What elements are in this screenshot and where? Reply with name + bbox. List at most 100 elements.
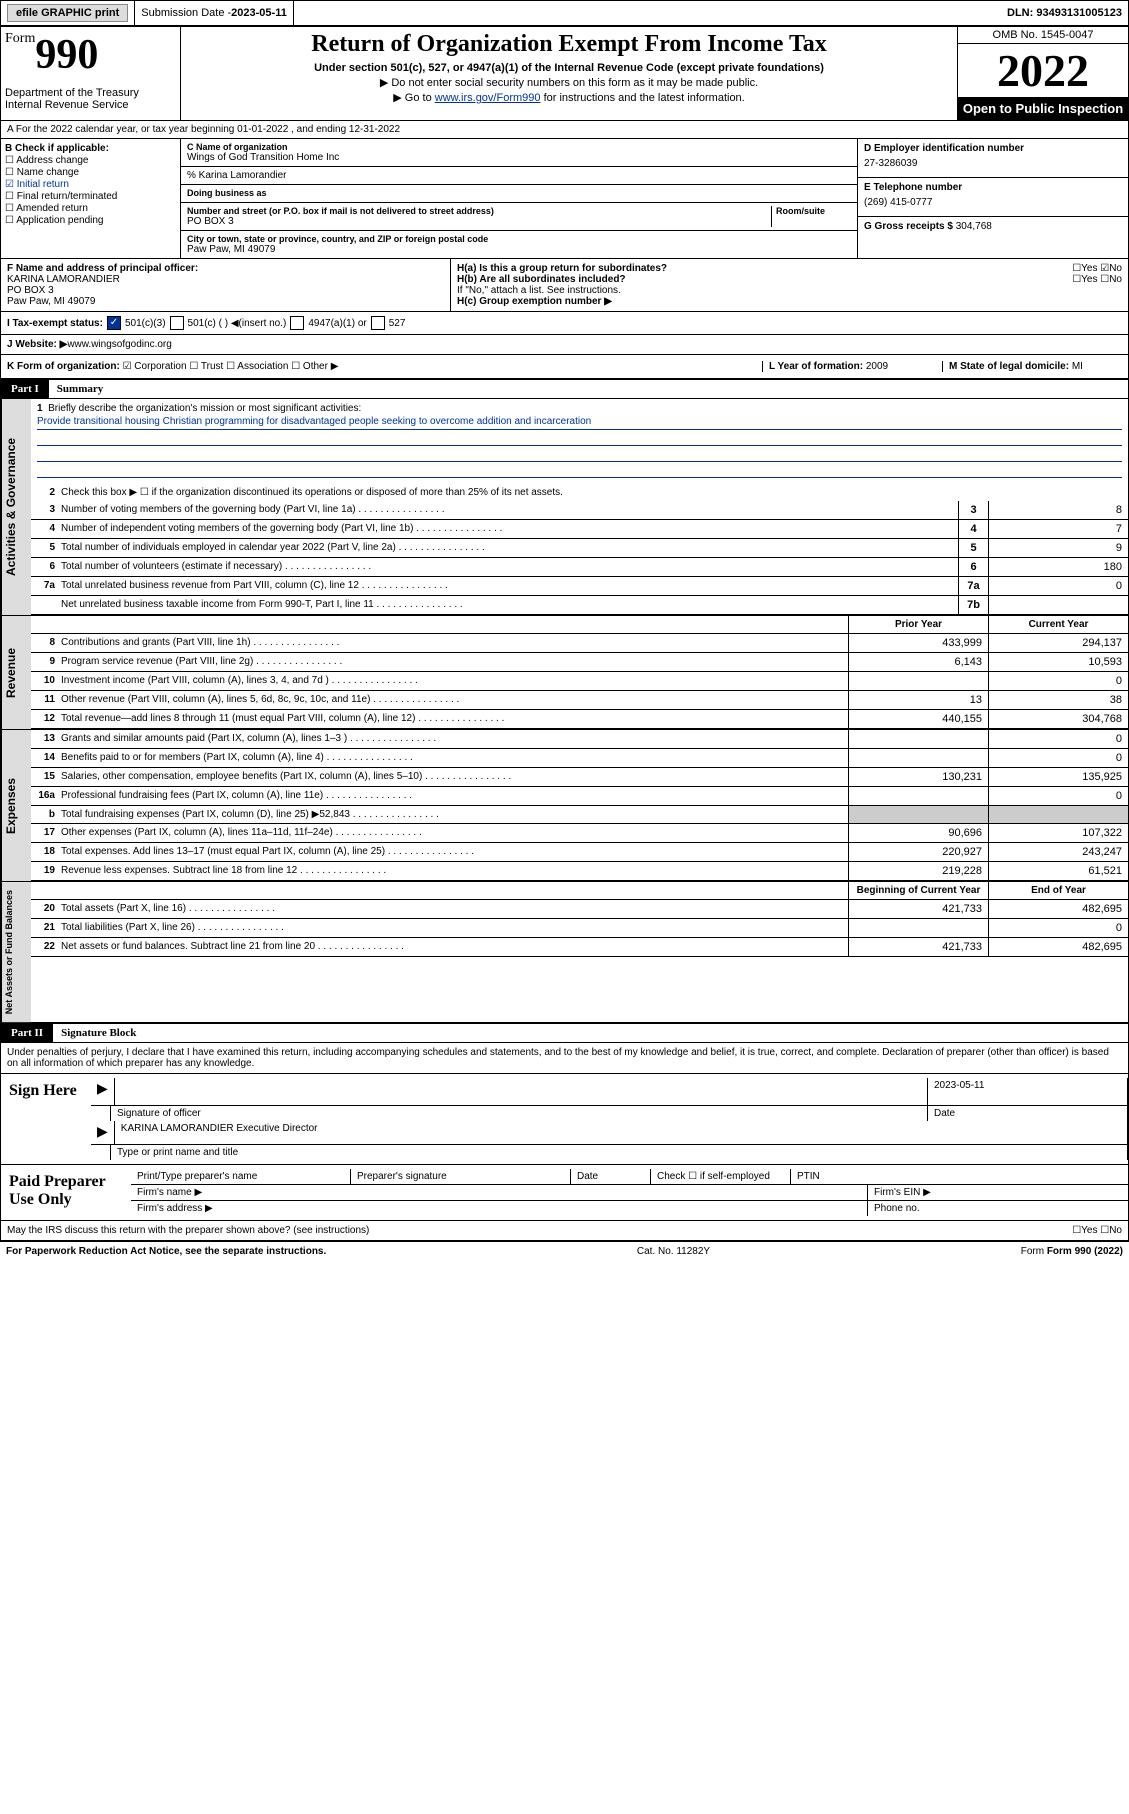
ck-527[interactable] bbox=[371, 316, 385, 330]
ck-501c[interactable] bbox=[170, 316, 184, 330]
part1-title: Summary bbox=[49, 383, 103, 395]
line-17: 17 Other expenses (Part IX, column (A), … bbox=[31, 824, 1128, 843]
d-label: D Employer identification number bbox=[864, 143, 1122, 154]
topbar: efile GRAPHIC print Submission Date - 20… bbox=[0, 0, 1129, 26]
ck-initial[interactable]: ☑ Initial return bbox=[5, 179, 176, 190]
expense-block: Expenses 13 Grants and similar amounts p… bbox=[0, 730, 1129, 882]
part2-label: Part II bbox=[1, 1024, 53, 1042]
firm-ein-lbl: Firm's EIN ▶ bbox=[868, 1185, 1128, 1200]
irs-link[interactable]: www.irs.gov/Form990 bbox=[435, 92, 541, 104]
city: Paw Paw, MI 49079 bbox=[187, 244, 851, 255]
room-label: Room/suite bbox=[776, 206, 851, 216]
officer-row: F Name and address of principal officer:… bbox=[0, 259, 1129, 312]
revenue-block: Revenue Prior YearCurrent Year 8 Contrib… bbox=[0, 616, 1129, 730]
line-10: 10 Investment income (Part VIII, column … bbox=[31, 672, 1128, 691]
f-label: F Name and address of principal officer: bbox=[7, 263, 198, 274]
prep-ptin-lbl: PTIN bbox=[791, 1169, 1128, 1184]
sig-type-lbl: Type or print name and title bbox=[111, 1145, 1128, 1160]
pra-notice: For Paperwork Reduction Act Notice, see … bbox=[6, 1246, 326, 1257]
g-label: G Gross receipts $ bbox=[864, 221, 956, 232]
form-prefix: Form bbox=[5, 31, 35, 46]
ck-final[interactable]: ☐ Final return/terminated bbox=[5, 191, 176, 202]
part2-header: Part II Signature Block bbox=[0, 1023, 1129, 1043]
501c: 501(c) ( ) ◀(insert no.) bbox=[188, 318, 287, 329]
527: 527 bbox=[389, 318, 406, 329]
form-title: Return of Organization Exempt From Incom… bbox=[189, 31, 949, 58]
part2-title: Signature Block bbox=[53, 1027, 136, 1039]
k-opts[interactable]: ☑ Corporation ☐ Trust ☐ Association ☐ Ot… bbox=[123, 361, 339, 372]
officer-addr: PO BOX 3 Paw Paw, MI 49079 bbox=[7, 285, 95, 307]
form-number: 990 bbox=[35, 32, 98, 78]
subdate-label: Submission Date - bbox=[141, 7, 231, 19]
prep-self-lbl[interactable]: Check ☐ if self-employed bbox=[651, 1169, 791, 1184]
website-row: J Website: ▶ www.wingsofgodinc.org bbox=[0, 335, 1129, 355]
k-label: K Form of organization: bbox=[7, 361, 120, 372]
tab-expenses: Expenses bbox=[1, 730, 31, 881]
ck-amend[interactable]: ☐ Amended return bbox=[5, 203, 176, 214]
prep-name-lbl: Print/Type preparer's name bbox=[131, 1169, 351, 1184]
note2-pre: ▶ Go to bbox=[393, 92, 434, 104]
sig-name: KARINA LAMORANDIER Executive Director bbox=[115, 1121, 1128, 1144]
omb: OMB No. 1545-0047 bbox=[958, 27, 1128, 44]
hb-ans[interactable]: ☐Yes ☐No bbox=[1072, 274, 1122, 285]
note1: ▶ Do not enter social security numbers o… bbox=[189, 76, 949, 89]
firm-phone-lbl: Phone no. bbox=[868, 1201, 1128, 1216]
sign-here-block: Sign Here ▶2023-05-11 Signature of offic… bbox=[0, 1074, 1129, 1165]
may-irs-ans[interactable]: ☐Yes ☐No bbox=[1072, 1225, 1122, 1236]
ck-4947[interactable] bbox=[290, 316, 304, 330]
sig-date-lbl: Date bbox=[928, 1106, 1128, 1121]
line-14: 14 Benefits paid to or for members (Part… bbox=[31, 749, 1128, 768]
ck-app[interactable]: ☐ Application pending bbox=[5, 215, 176, 226]
tab-revenue: Revenue bbox=[1, 616, 31, 729]
declaration: Under penalties of perjury, I declare th… bbox=[0, 1043, 1129, 1074]
b-label: B Check if applicable: bbox=[5, 143, 176, 154]
prep-sig-lbl: Preparer's signature bbox=[351, 1169, 571, 1184]
4947: 4947(a)(1) or bbox=[308, 318, 366, 329]
ha-ans[interactable]: ☐Yes ☑No bbox=[1072, 263, 1122, 274]
e-label: E Telephone number bbox=[864, 182, 1122, 193]
c-label: C Name of organization bbox=[187, 142, 851, 152]
netassets-block: Net Assets or Fund Balances Beginning of… bbox=[0, 882, 1129, 1023]
line1-label: Briefly describe the organization's miss… bbox=[48, 403, 361, 414]
hc-label: H(c) Group exemption number ▶ bbox=[457, 296, 612, 307]
line-19: 19 Revenue less expenses. Subtract line … bbox=[31, 862, 1128, 881]
mission-text: Provide transitional housing Christian p… bbox=[37, 416, 1122, 430]
hdr-curr: Current Year bbox=[988, 616, 1128, 633]
l-label: L Year of formation: bbox=[769, 361, 866, 372]
hb-label: H(b) Are all subordinates included? bbox=[457, 274, 626, 285]
care-of: % Karina Lamorandier bbox=[181, 167, 857, 185]
line-3: 3 Number of voting members of the govern… bbox=[31, 501, 1128, 520]
ck-501c3[interactable]: ✓ bbox=[107, 316, 121, 330]
line-8: 8 Contributions and grants (Part VIII, l… bbox=[31, 634, 1128, 653]
line-15: 15 Salaries, other compensation, employe… bbox=[31, 768, 1128, 787]
city-label: City or town, state or province, country… bbox=[187, 234, 851, 244]
addr-label: Number and street (or P.O. box if mail i… bbox=[187, 206, 771, 216]
addr: PO BOX 3 bbox=[187, 216, 771, 227]
tel: (269) 415-0777 bbox=[864, 193, 1122, 212]
firm-name-lbl: Firm's name ▶ bbox=[131, 1185, 868, 1200]
part1-body: Activities & Governance 1 Briefly descri… bbox=[0, 399, 1129, 616]
line-22: 22 Net assets or fund balances. Subtract… bbox=[31, 938, 1128, 957]
line-12: 12 Total revenue—add lines 8 through 11 … bbox=[31, 710, 1128, 729]
ck-name[interactable]: ☐ Name change bbox=[5, 167, 176, 178]
form-ref: Form Form 990 (2022) bbox=[1021, 1246, 1123, 1257]
hdr-end: End of Year bbox=[988, 882, 1128, 899]
subdate: 2023-05-11 bbox=[231, 7, 287, 19]
501c3: 501(c)(3) bbox=[125, 318, 166, 329]
j-label: J Website: ▶ bbox=[7, 339, 67, 350]
line-16a: 16a Professional fundraising fees (Part … bbox=[31, 787, 1128, 806]
ck-addr[interactable]: ☐ Address change bbox=[5, 155, 176, 166]
subtitle: Under section 501(c), 527, or 4947(a)(1)… bbox=[189, 62, 949, 74]
section-a: B Check if applicable: ☐ Address change … bbox=[0, 139, 1129, 259]
may-irs-row: May the IRS discuss this return with the… bbox=[0, 1221, 1129, 1241]
efile-btn[interactable]: efile GRAPHIC print bbox=[7, 4, 128, 22]
form-header: Form990 Department of the Treasury Inter… bbox=[0, 26, 1129, 121]
website-link[interactable]: www.wingsofgodinc.org bbox=[67, 339, 172, 350]
sig-date: 2023-05-11 bbox=[928, 1078, 1128, 1105]
line-5: 5 Total number of individuals employed i… bbox=[31, 539, 1128, 558]
officer-name: KARINA LAMORANDIER bbox=[7, 274, 120, 285]
firm-addr-lbl: Firm's address ▶ bbox=[131, 1201, 868, 1216]
line-7b: Net unrelated business taxable income fr… bbox=[31, 596, 1128, 615]
hdr-beg: Beginning of Current Year bbox=[848, 882, 988, 899]
org-name: Wings of God Transition Home Inc bbox=[187, 152, 851, 163]
